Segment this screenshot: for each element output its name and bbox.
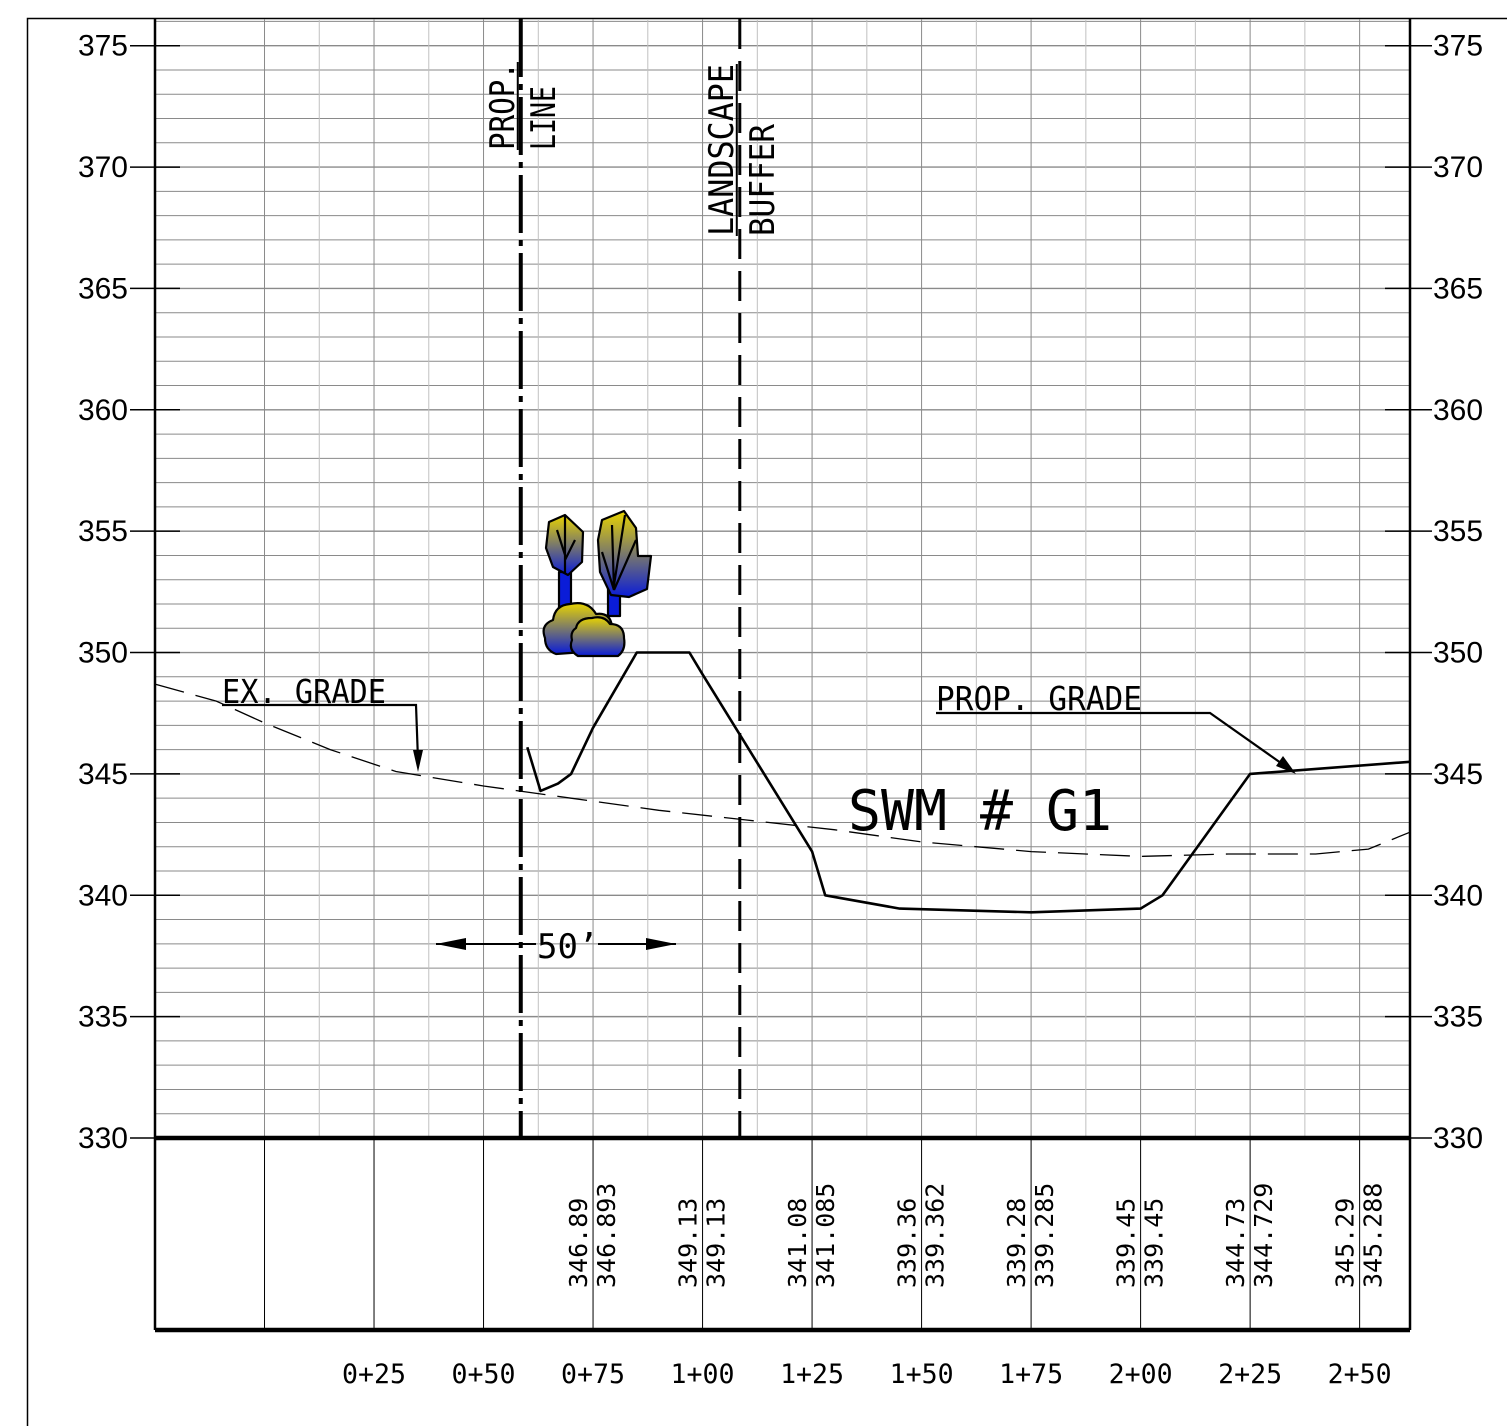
sheet-border [26, 17, 1507, 1426]
prop-line-label-2: LINE [524, 86, 564, 150]
elevation-label-left: 345 [78, 758, 128, 791]
existing-elevation-value: 339.36 [893, 1198, 922, 1288]
existing-elevation-value: 341.08 [783, 1198, 812, 1288]
elevation-label-right: 370 [1433, 151, 1483, 184]
existing-elevation-value: 339.28 [1002, 1198, 1031, 1288]
elevation-labels: 375 375 370 370 365 365 360 360 355 355 350 350 345 3… [78, 30, 1483, 1155]
elevation-label-left: 355 [78, 515, 128, 548]
dimension-label: 50’ [537, 927, 598, 967]
elevation-label-right: 335 [1433, 1001, 1483, 1034]
prop-grade-callout: PROP. GRADE [936, 679, 1296, 774]
elevation-label-left: 365 [78, 272, 128, 305]
elevation-label-right: 330 [1433, 1122, 1483, 1155]
elevation-label-left: 360 [78, 394, 128, 427]
buffer-label-2: BUFFER [743, 124, 783, 236]
elevation-label-left: 350 [78, 637, 128, 670]
elevation-label-right: 355 [1433, 515, 1483, 548]
proposed-grade-line [526, 651, 1411, 914]
ex-grade-callout: EX. GRADE [222, 672, 423, 772]
station-label: 1+00 [671, 1359, 735, 1390]
station-grid [264, 19, 1361, 1138]
station-label: 1+25 [780, 1359, 844, 1390]
prop-line-label-1: PROP. [483, 62, 523, 150]
station-label: 0+75 [561, 1359, 625, 1390]
proposed-elevation-value: 346.893 [592, 1183, 621, 1288]
station-label: 1+50 [890, 1359, 954, 1390]
proposed-elevation-value: 344.729 [1249, 1183, 1278, 1288]
elevation-label-right: 340 [1433, 879, 1483, 912]
landscape-buffer-label: LANDSCAPE BUFFER [702, 64, 783, 236]
station-label: 0+50 [452, 1359, 516, 1390]
proposed-elevation-value: 339.45 [1140, 1198, 1169, 1288]
prop-grade-label: PROP. GRADE [936, 679, 1142, 718]
elevation-label-right: 360 [1433, 394, 1483, 427]
station-label: 2+50 [1328, 1359, 1392, 1390]
elevation-label-right: 365 [1433, 272, 1483, 305]
station-labels: 0+25 0+50 0+75 1+00 1+25 1+50 1+75 2+00 2+25 2+50 [264, 1138, 1392, 1390]
existing-elevation-value: 339.45 [1112, 1198, 1141, 1288]
buffer-label-1: LANDSCAPE [702, 64, 742, 236]
profile-frame [153, 19, 1412, 1333]
station-label: 0+25 [342, 1359, 406, 1390]
station-label: 2+25 [1218, 1359, 1282, 1390]
proposed-elevation-value: 339.285 [1030, 1183, 1059, 1288]
existing-elevation-value: 344.73 [1221, 1198, 1250, 1288]
existing-elevation-value: 349.13 [674, 1198, 703, 1288]
existing-elevation-value: 345.29 [1331, 1198, 1360, 1288]
proposed-elevation-value: 345.288 [1359, 1183, 1388, 1288]
proposed-elevation-value: 341.085 [811, 1183, 840, 1288]
elevation-label-left: 340 [78, 879, 128, 912]
proposed-elevation-value: 339.362 [921, 1183, 950, 1288]
station-label: 1+75 [999, 1359, 1063, 1390]
elevation-grid [155, 20, 1410, 1115]
tree-shrub-symbol [542, 509, 653, 658]
elevation-label-right: 345 [1433, 758, 1483, 791]
elevation-label-left: 335 [78, 1001, 128, 1034]
prop-line-label: PROP. LINE [483, 62, 564, 150]
elevation-table: 346.89 346.893 349.13 349.13 341.08 341.085 33… [564, 1183, 1388, 1288]
existing-elevation-value: 346.89 [564, 1198, 593, 1288]
elevation-label-left: 370 [78, 151, 128, 184]
buffer-width-dimension: 50’ [436, 927, 676, 967]
elevation-label-right: 375 [1433, 30, 1483, 63]
station-label: 2+00 [1109, 1359, 1173, 1390]
elevation-label-left: 375 [78, 30, 128, 63]
elevation-label-right: 350 [1433, 637, 1483, 670]
existing-grade-line [154, 683, 1411, 858]
proposed-elevation-value: 349.13 [702, 1198, 731, 1288]
elevation-label-left: 330 [78, 1122, 128, 1155]
pond-label: SWM # G1 [848, 779, 1112, 844]
